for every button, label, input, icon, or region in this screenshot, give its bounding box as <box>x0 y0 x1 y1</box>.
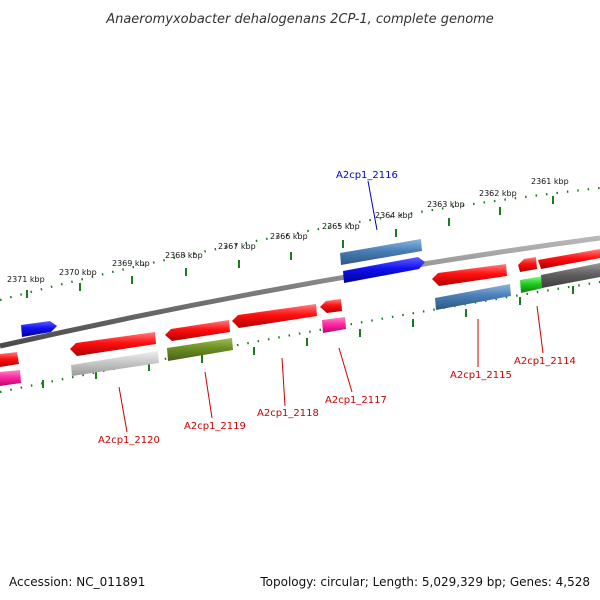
tick-label: 2370 kbp <box>59 268 97 277</box>
tick-label: 2366 kbp <box>270 232 308 241</box>
leader-lines <box>118 180 544 433</box>
gene-a2cp1-2114[interactable] <box>520 276 543 293</box>
tick-label: 2362 kbp <box>479 189 517 198</box>
gene-a2cp1-2116[interactable] <box>340 239 422 265</box>
leader-line-2119 <box>204 371 213 419</box>
gene-label-2115[interactable]: A2cp1_2115 <box>450 370 512 381</box>
gene-a2cp1-2119[interactable] <box>165 320 230 341</box>
leader-line-2116 <box>367 180 378 231</box>
leader-line-2118 <box>281 357 286 407</box>
gene-blue-forward[interactable] <box>343 257 425 283</box>
gene-label-2116[interactable]: A2cp1_2116 <box>336 170 398 181</box>
tick-label: 2363 kbp <box>427 200 465 209</box>
tick-label: 2369 kbp <box>112 259 150 268</box>
tick-label: 2361 kbp <box>531 177 569 186</box>
gene-blue-left[interactable] <box>21 321 57 337</box>
tick-label: 2365 kbp <box>322 222 360 231</box>
gene-a2cp1-2118[interactable] <box>232 304 317 328</box>
gene-label-2119[interactable]: A2cp1_2119 <box>184 421 246 432</box>
tick-labels: 2371 kbp 2370 kbp 2369 kbp 2368 kbp 2367… <box>7 177 569 284</box>
gene-red-right[interactable] <box>538 249 600 269</box>
gene-label-2114[interactable]: A2cp1_2114 <box>514 356 576 367</box>
outer-major-ticks <box>26 196 554 298</box>
footer-accession: Accession: NC_011891 <box>9 575 145 589</box>
gene-a2cp1-2120[interactable] <box>70 332 156 356</box>
gene-labels: A2cp1_2116 A2cp1_2120 A2cp1_2119 A2cp1_2… <box>98 170 576 446</box>
tick-label: 2364 kbp <box>375 211 413 220</box>
map-title: Anaeromyxobacter dehalogenans 2CP-1, com… <box>105 12 494 27</box>
gene-red-left-edge[interactable] <box>0 352 19 367</box>
gene-a2cp1-2120-secondary[interactable] <box>71 351 159 376</box>
gene-a2cp1-2115[interactable] <box>432 264 507 286</box>
leader-line-2117 <box>338 347 353 393</box>
genome-backbone <box>0 235 600 349</box>
inner-tick-track <box>0 280 600 394</box>
tick-label: 2367 kbp <box>218 242 256 251</box>
reverse-strand-genes <box>0 263 600 386</box>
footer-summary: Topology: circular; Length: 5,029,329 bp… <box>259 575 590 589</box>
leader-line-2120 <box>118 386 128 433</box>
gene-label-2120[interactable]: A2cp1_2120 <box>98 435 160 446</box>
gene-red-right-small[interactable] <box>518 257 537 272</box>
gene-a2cp1-2117[interactable] <box>320 299 342 313</box>
gene-label-2117[interactable]: A2cp1_2117 <box>325 395 387 406</box>
outer-tick-track <box>0 186 600 302</box>
leader-line-2114 <box>536 305 544 354</box>
gene-a2cp1-2117-secondary[interactable] <box>322 317 346 333</box>
gene-darkgray-right[interactable] <box>541 263 600 288</box>
tick-label: 2368 kbp <box>165 251 203 260</box>
gene-a2cp1-2119-secondary[interactable] <box>167 338 233 361</box>
gene-label-2118[interactable]: A2cp1_2118 <box>257 408 319 419</box>
tick-label: 2371 kbp <box>7 275 45 284</box>
gene-a2cp1-2115-secondary[interactable] <box>435 284 511 310</box>
forward-strand-genes <box>21 239 600 337</box>
gene-magenta-left-edge[interactable] <box>0 370 21 386</box>
